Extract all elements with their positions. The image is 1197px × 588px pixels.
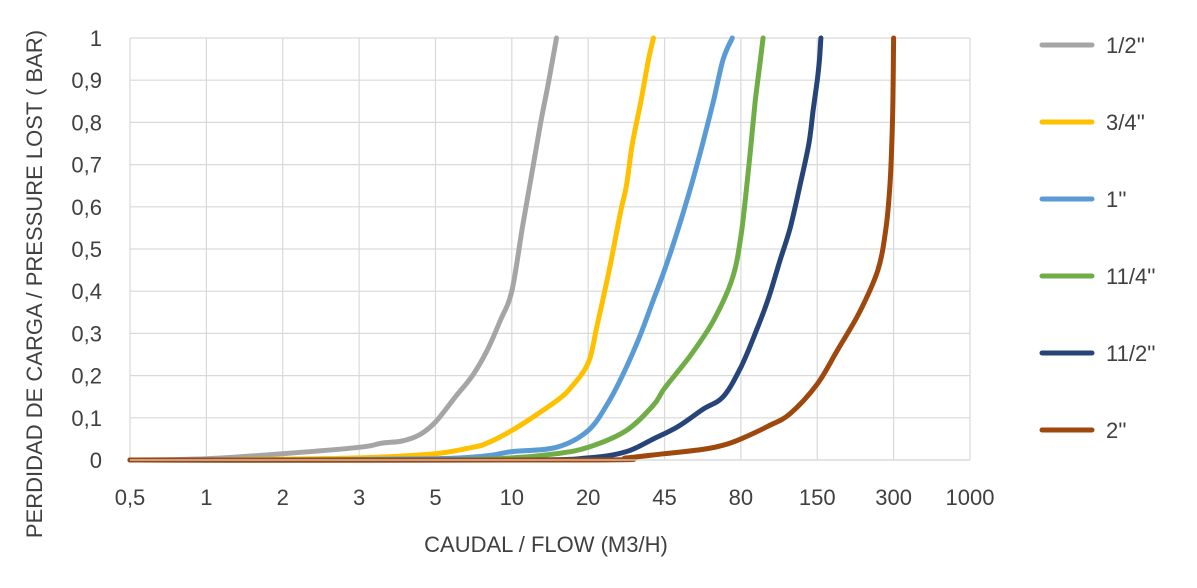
x-tick-label: 300 <box>875 485 912 510</box>
y-tick-label: 1 <box>90 26 102 51</box>
y-tick-label: 0,2 <box>71 364 102 389</box>
x-tick-label: 150 <box>799 485 836 510</box>
x-axis-title: CAUDAL / FLOW (M3/H) <box>424 532 668 557</box>
y-tick-label: 0,6 <box>71 195 102 220</box>
x-tick-label: 2 <box>277 485 289 510</box>
x-tick-label: 5 <box>429 485 441 510</box>
y-tick-label: 0,1 <box>71 406 102 431</box>
x-tick-label: 1000 <box>946 485 995 510</box>
x-tick-label: 10 <box>500 485 524 510</box>
legend-label: 2'' <box>1106 418 1127 443</box>
y-tick-label: 0,5 <box>71 237 102 262</box>
axes: 0 0,1 0,2 0,3 0,4 0,5 0,6 0,7 0,8 0,9 1 0,5 1 2 3 5 10 20… <box>71 26 994 510</box>
x-tick-label: 45 <box>652 485 676 510</box>
x-tick-label: 80 <box>729 485 753 510</box>
y-tick-label: 0,9 <box>71 68 102 93</box>
legend: 1/2'' 3/4'' 1'' 11/4'' 11/2'' 2'' <box>1039 33 1156 443</box>
x-tick-label: 3 <box>353 485 365 510</box>
legend-label: 11/4'' <box>1106 264 1156 289</box>
y-tick-label: 0 <box>90 448 102 473</box>
series-line-6 <box>127 35 897 463</box>
y-axis-title: PERDIDAD DE CARGA / PRESSURE LOST ( BAR) <box>22 30 47 538</box>
legend-label: 1'' <box>1106 187 1127 212</box>
y-tick-label: 0,3 <box>71 321 102 346</box>
y-tick-label: 0,7 <box>71 153 102 178</box>
x-tick-label: 20 <box>576 485 600 510</box>
legend-label: 3/4'' <box>1106 110 1145 135</box>
series-line-1 <box>127 35 559 463</box>
series-lines <box>127 35 897 463</box>
y-tick-label: 0,8 <box>71 110 102 135</box>
legend-label: 11/2'' <box>1106 341 1156 366</box>
x-tick-label: 1 <box>200 485 212 510</box>
x-tick-label: 0,5 <box>115 485 146 510</box>
legend-label: 1/2'' <box>1106 33 1145 58</box>
y-tick-label: 0,4 <box>71 279 102 304</box>
grid-lines <box>129 37 971 461</box>
